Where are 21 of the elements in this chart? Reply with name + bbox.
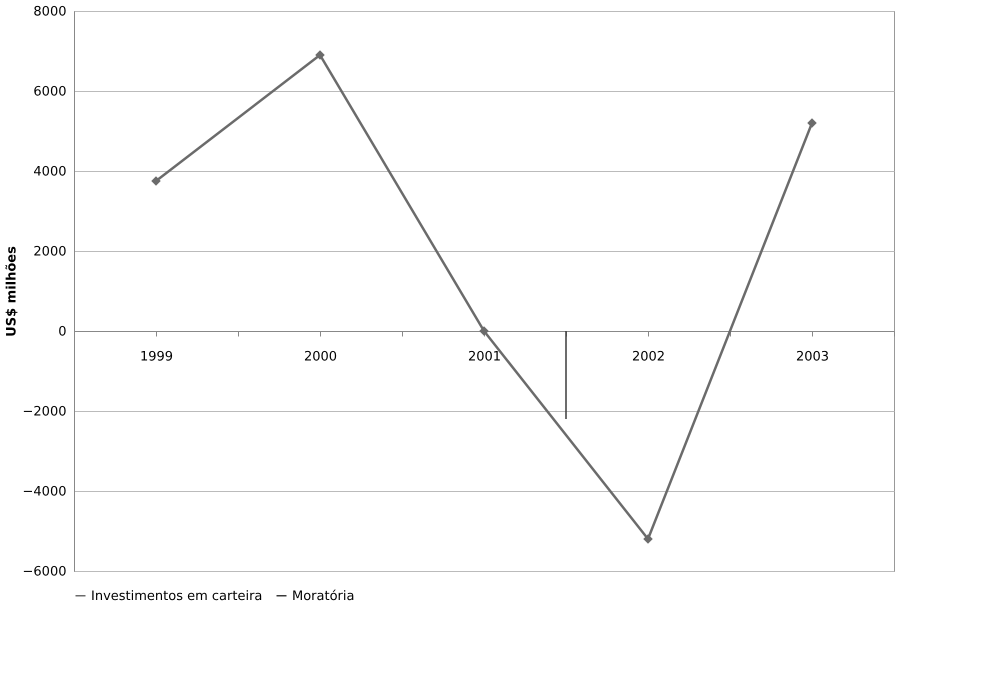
point [807,118,817,128]
y-tick-label: −2000 [22,404,66,420]
y-tick-label: 0 [58,324,66,340]
x-tick-label: 2003 [796,350,830,364]
point [643,534,653,544]
x-tick-label: 1999 [140,350,174,364]
legend-label: Investimentos em carteira [91,588,262,604]
x-tick-label: 2002 [632,350,666,364]
y-tick-label: −4000 [22,484,66,500]
y-tick-label: −6000 [22,564,66,580]
legend-label: Moratória [292,588,354,604]
y-tick-label: 2000 [33,244,66,260]
x-tick-label: 2001 [468,350,502,364]
y-tick-label: 6000 [33,84,66,100]
point [479,326,489,336]
point [151,176,161,186]
y-tick-label: 4000 [33,164,66,180]
x-tick-label: 2000 [304,350,338,364]
y-axis-title: US$ milhões [4,246,20,337]
y-tick-label: 8000 [33,4,66,20]
point [315,50,325,60]
